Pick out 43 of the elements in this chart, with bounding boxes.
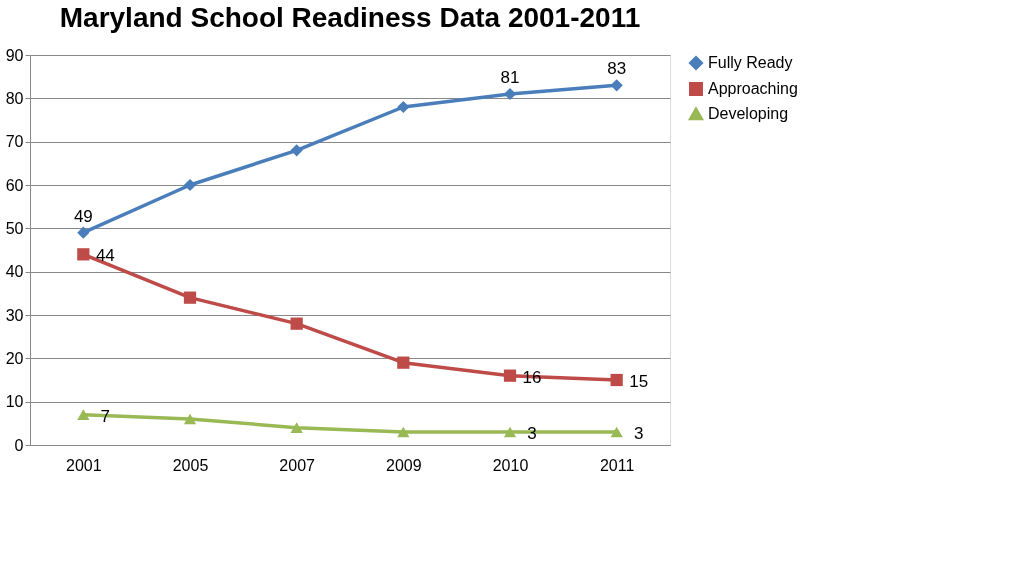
point [397, 426, 410, 438]
legend-label: Approaching [708, 80, 798, 97]
x-tick-label: 2010 [492, 456, 529, 474]
point [610, 426, 623, 438]
point [77, 248, 90, 261]
point [183, 413, 197, 425]
y-tick-label: 20 [5, 349, 24, 367]
legend-label: Developing [708, 105, 789, 122]
data-label: 83 [607, 59, 627, 79]
data-label: 3 [633, 424, 644, 443]
y-tick-label: 30 [5, 306, 24, 324]
point [290, 144, 303, 157]
x-tick-label: 2007 [279, 456, 316, 474]
data-label: 15 [629, 372, 649, 391]
x-tick-label: 2011 [599, 456, 635, 474]
legend-label: Fully Ready [708, 54, 793, 71]
x-tick-label: 2001 [66, 456, 102, 474]
x-tick-label: 2005 [172, 456, 209, 474]
data-label: 81 [500, 68, 520, 87]
chart-title: Maryland School Readiness Data 2001-2011 [59, 2, 641, 33]
point [290, 422, 303, 433]
y-tick-label: 90 [5, 46, 24, 64]
y-tick-label: 50 [5, 219, 24, 237]
point [77, 409, 90, 420]
point [503, 87, 517, 101]
y-tick-label: 70 [5, 133, 24, 151]
y-tick-label: 40 [5, 263, 24, 281]
point [503, 369, 517, 382]
y-tick-label: 0 [14, 436, 24, 454]
y-tick-label: 80 [5, 89, 24, 107]
point [397, 100, 410, 114]
point [183, 291, 197, 304]
point [183, 178, 197, 192]
y-tick-label: 60 [5, 176, 24, 194]
point [397, 356, 410, 369]
y-tick-label: 10 [5, 393, 24, 411]
x-tick-label: 2009 [386, 456, 422, 474]
point [503, 426, 517, 438]
data-label: 49 [73, 206, 93, 226]
point [610, 373, 623, 387]
point [290, 317, 303, 330]
data-label: 44 [95, 246, 115, 266]
point [77, 226, 90, 239]
